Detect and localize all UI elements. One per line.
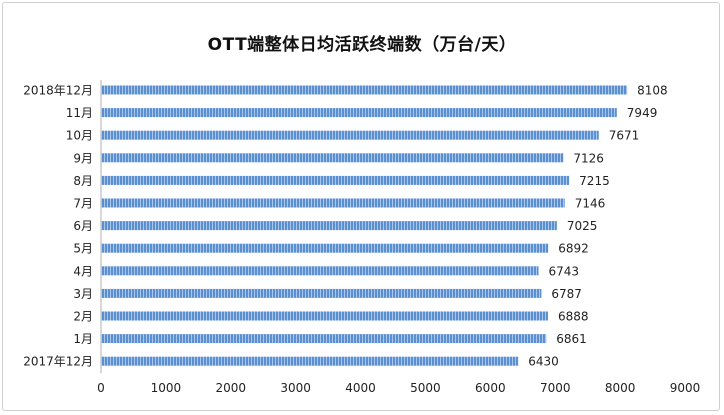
- data-label: 7126: [573, 151, 604, 165]
- bar: [101, 130, 599, 140]
- bar: [101, 85, 628, 95]
- category-label: 2018年12月: [23, 84, 93, 98]
- category-label: 2017年12月: [23, 355, 93, 369]
- x-tick-label: 8000: [605, 381, 636, 395]
- x-tick-label: 0: [97, 381, 105, 395]
- data-label: 8108: [637, 84, 668, 98]
- data-label: 6430: [528, 355, 559, 369]
- data-label: 6743: [549, 264, 580, 278]
- data-label: 6892: [558, 242, 589, 256]
- x-tick-label: 2000: [216, 381, 247, 395]
- x-axis: 0 1000 2000 3000 4000 5000 6000 7000 8000 9000: [97, 80, 700, 395]
- data-label: 6787: [551, 287, 582, 301]
- x-tick-label: 1000: [151, 381, 182, 395]
- bar: [101, 356, 519, 366]
- svg-text:4000: 4000: [345, 381, 376, 395]
- svg-text:7000: 7000: [540, 381, 571, 395]
- bar: [101, 108, 617, 118]
- x-tick-label: 5000: [410, 381, 441, 395]
- svg-text:3000: 3000: [280, 381, 311, 395]
- bar: [101, 153, 564, 163]
- svg-text:8000: 8000: [605, 381, 636, 395]
- data-labels: 8108 7949 7671 7126 7215 7146 7025 6892 6743 6787…: [528, 84, 667, 369]
- data-label: 6888: [558, 310, 589, 324]
- chart-title: OTT端整体日均活跃终端数（万台/天）: [207, 35, 517, 55]
- data-label: 7949: [627, 106, 658, 120]
- svg-text:6000: 6000: [475, 381, 506, 395]
- category-label: 8月: [73, 174, 93, 188]
- bar: [101, 198, 565, 208]
- svg-text:0: 0: [97, 381, 105, 395]
- category-label: 5月: [73, 242, 93, 256]
- category-label: 10月: [66, 129, 93, 143]
- data-label: 6861: [556, 332, 587, 346]
- svg-text:9000: 9000: [670, 381, 701, 395]
- x-tick-label: 4000: [345, 381, 376, 395]
- category-label: 9月: [73, 151, 93, 165]
- svg-text:1000: 1000: [151, 381, 182, 395]
- bar: [101, 175, 570, 185]
- bar: [101, 266, 539, 276]
- bar: [101, 334, 547, 344]
- category-label: 4月: [73, 264, 93, 278]
- category-label: 6月: [73, 219, 93, 233]
- bar: [101, 288, 542, 298]
- category-axis: 2018年12月 11月 10月 9月 8月 7月 6月 5月 4月 3月 2月 1月 2017年12月: [23, 84, 93, 369]
- svg-text:5000: 5000: [410, 381, 441, 395]
- bar-series: [101, 85, 628, 366]
- x-tick-label: 3000: [280, 381, 311, 395]
- bar: [101, 243, 549, 253]
- svg-text:2000: 2000: [216, 381, 247, 395]
- x-tick-label: 9000: [670, 381, 701, 395]
- bar: [101, 221, 557, 231]
- data-label: 7215: [579, 174, 610, 188]
- category-label: 2月: [73, 310, 93, 324]
- x-tick-label: 6000: [475, 381, 506, 395]
- category-label: 3月: [73, 287, 93, 301]
- bar: [101, 311, 548, 321]
- category-label: 11月: [66, 106, 93, 120]
- category-label: 1月: [73, 332, 93, 346]
- category-label: 7月: [73, 197, 93, 211]
- data-label: 7146: [575, 197, 606, 211]
- data-label: 7671: [609, 129, 640, 143]
- data-label: 7025: [567, 219, 598, 233]
- x-tick-label: 7000: [540, 381, 571, 395]
